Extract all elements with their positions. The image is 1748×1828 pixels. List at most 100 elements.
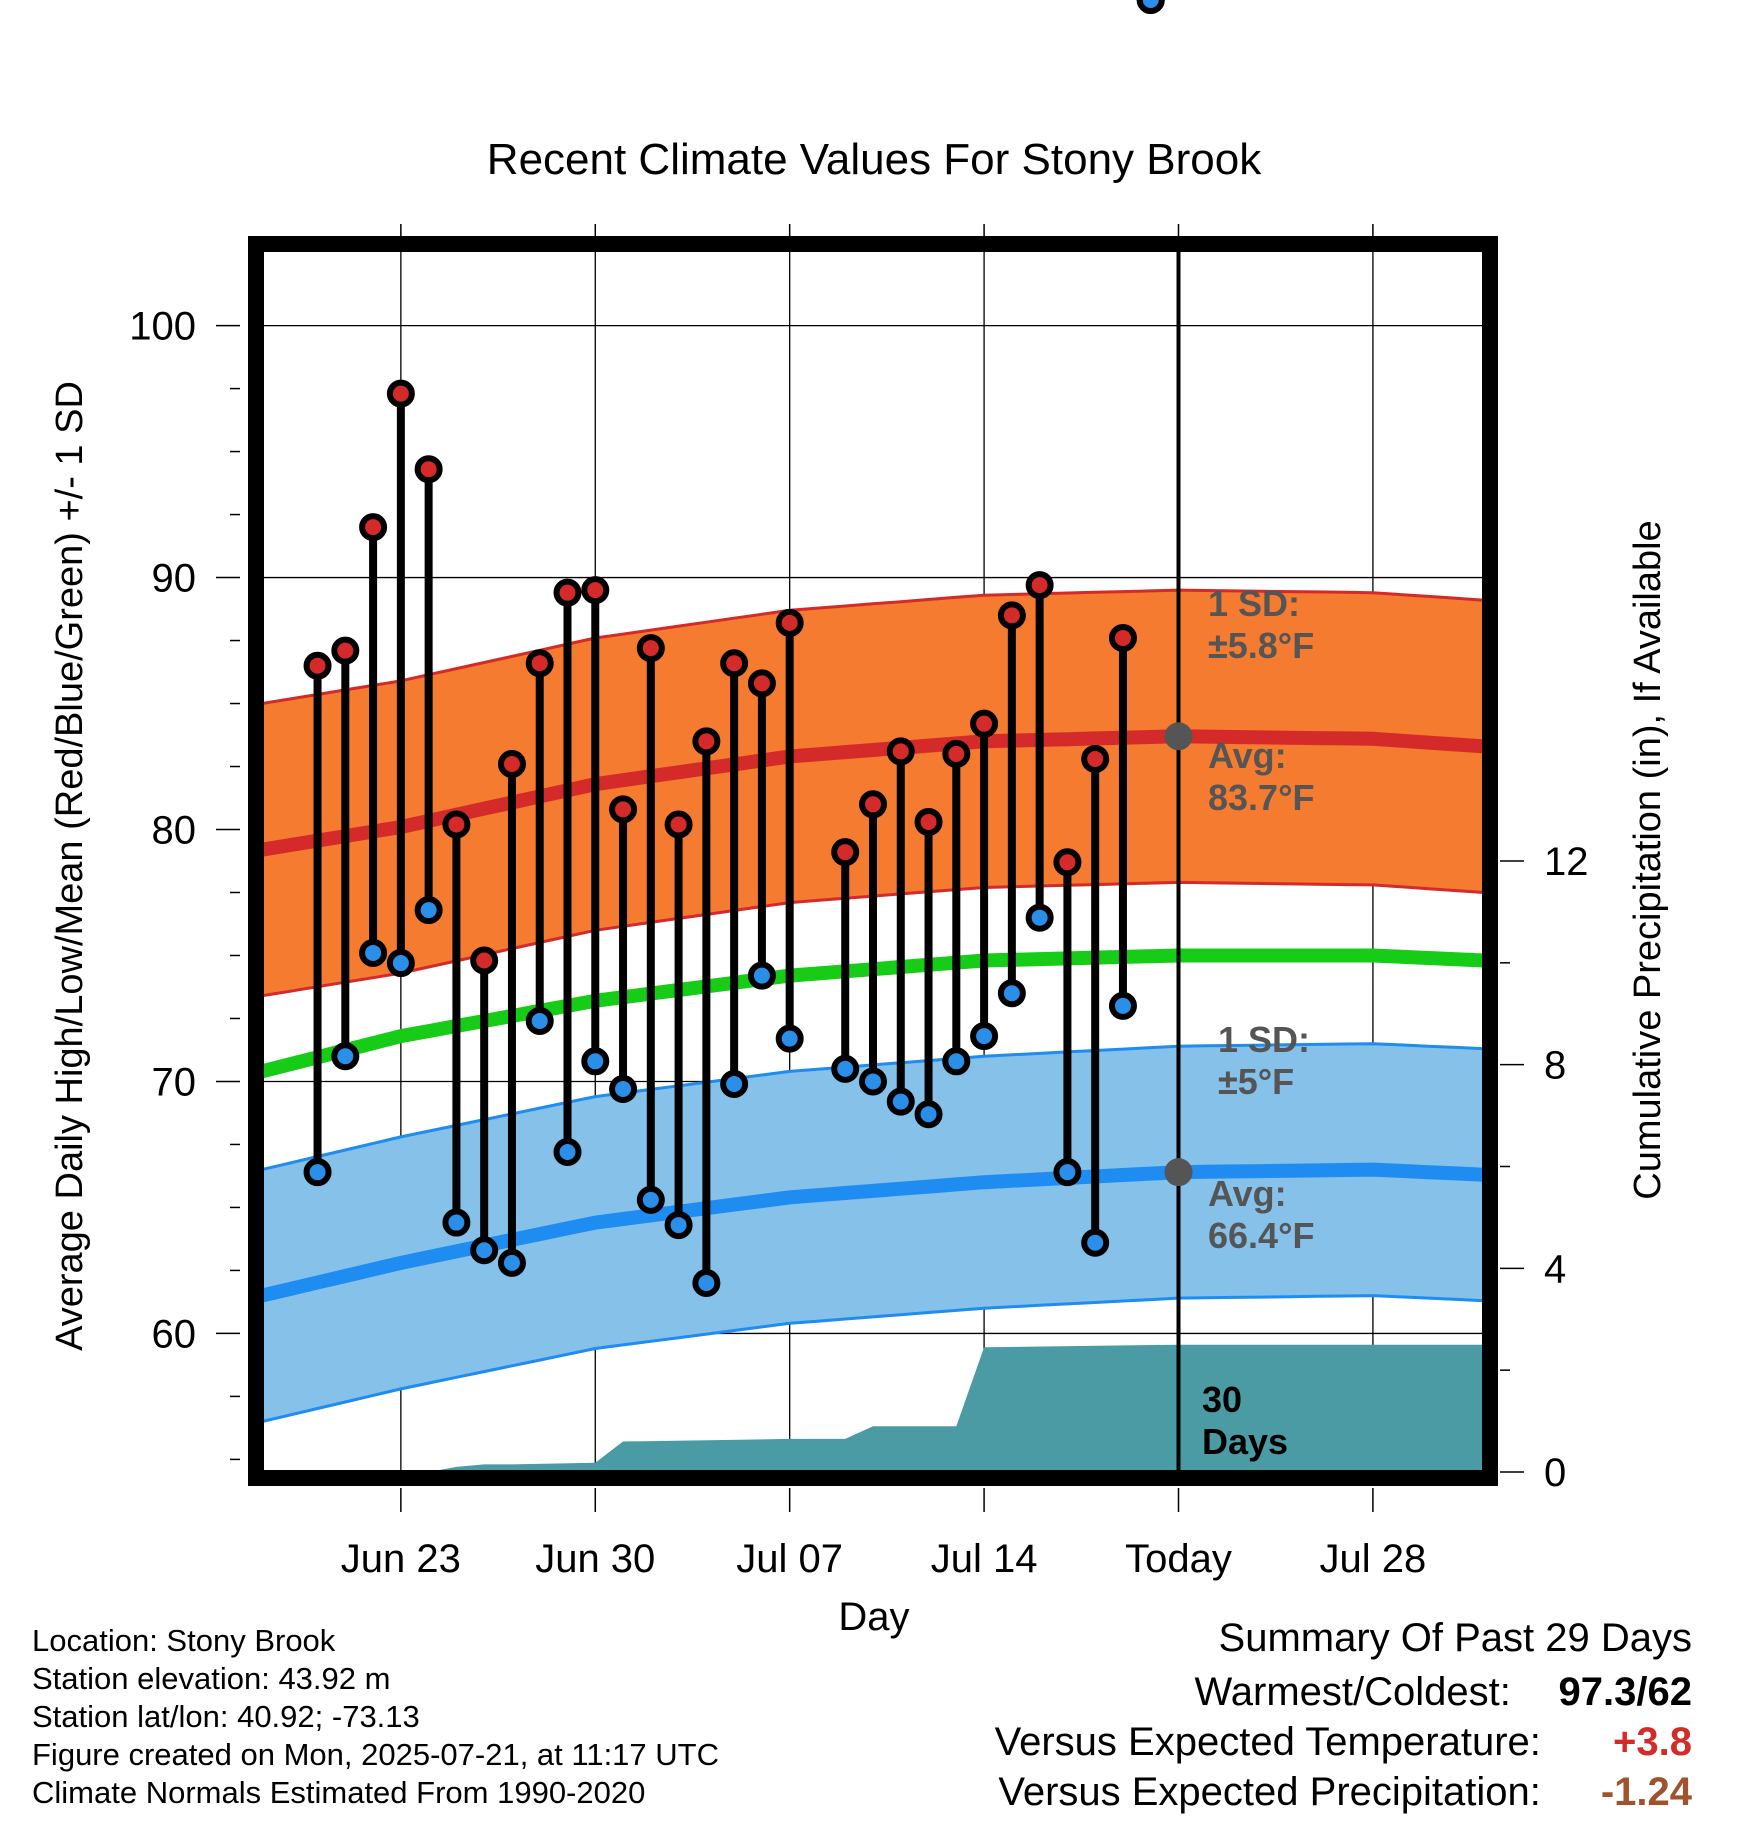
- daily-high-point: [664, 810, 693, 839]
- daily-low-point: [442, 1208, 471, 1237]
- daily-low-point: [1081, 1228, 1110, 1257]
- daily-low-point: [1136, 0, 1165, 14]
- daily-range: [747, 669, 776, 990]
- daily-range: [1025, 571, 1054, 932]
- data-markers: [303, 0, 1193, 1298]
- y2-tick-label: 0: [1544, 1451, 1566, 1495]
- daily-high-point: [1053, 848, 1082, 877]
- precip-days-number: 30: [1202, 1379, 1242, 1420]
- daily-high-point: [609, 795, 638, 824]
- daily-low-point: [1025, 903, 1054, 932]
- warmest-coldest-label: Warmest/Coldest:: [1194, 1670, 1511, 1714]
- daily-high-point: [1081, 744, 1110, 773]
- y-tick-label: 60: [152, 1312, 197, 1356]
- daily-range: [720, 649, 749, 1098]
- daily-low-point: [553, 1138, 582, 1167]
- daily-range: [525, 649, 554, 1035]
- low-sd-value: ±5°F: [1218, 1061, 1294, 1102]
- x-tick-label: Jun 30: [535, 1537, 655, 1581]
- x-tick-label: Today: [1125, 1537, 1232, 1581]
- chart-title: Recent Climate Values For Stony Brook: [487, 135, 1262, 184]
- daily-range: [359, 513, 388, 967]
- y-tick-label: 80: [152, 809, 197, 853]
- daily-low-point: [581, 1047, 610, 1076]
- daily-high-point: [914, 807, 943, 836]
- daily-high-point: [525, 649, 554, 678]
- daily-low-point: [997, 979, 1026, 1008]
- daily-range: [497, 749, 526, 1277]
- daily-range: [331, 636, 360, 1071]
- daily-high-point: [386, 379, 415, 408]
- plot-border: [248, 236, 1498, 1486]
- daily-range: [831, 838, 860, 1083]
- low-avg-label: Avg:: [1208, 1173, 1287, 1214]
- normal-low-line: [262, 1162, 1484, 1303]
- daily-low-point: [497, 1248, 526, 1277]
- y-axis-label: Average Daily High/Low/Mean (Red/Blue/Gr…: [49, 381, 91, 1351]
- high-sd-upper-line: [262, 588, 1484, 705]
- daily-high-point: [775, 608, 804, 637]
- x-tick-label: Jul 14: [931, 1537, 1038, 1581]
- x-tick-label: Jul 28: [1320, 1537, 1427, 1581]
- daily-high-point: [886, 737, 915, 766]
- daily-high-point: [1108, 624, 1137, 653]
- daily-range: [636, 634, 665, 1214]
- daily-range: [970, 709, 999, 1051]
- y-tick-label: 100: [129, 305, 196, 349]
- daily-low-point: [1108, 991, 1137, 1020]
- daily-high-point: [1025, 571, 1054, 600]
- high-sd-value: ±5.8°F: [1208, 625, 1314, 666]
- daily-low-point: [831, 1054, 860, 1083]
- daily-range: [997, 601, 1026, 1008]
- precip-days-label: Days: [1202, 1421, 1288, 1462]
- high-avg-value: 83.7°F: [1208, 777, 1314, 818]
- daily-range: [1053, 848, 1082, 1187]
- daily-high-point: [581, 576, 610, 605]
- footer-info: Location: Stony Brook Station elevation:…: [32, 1622, 719, 1812]
- daily-high-point: [331, 636, 360, 665]
- x-axis-label: Day: [838, 1595, 909, 1639]
- daily-low-point: [664, 1211, 693, 1240]
- daily-high-point: [414, 455, 443, 484]
- daily-low-point: [692, 1269, 721, 1298]
- daily-high-point: [747, 669, 776, 698]
- daily-low-point: [775, 1024, 804, 1053]
- temp-anomaly-label: Versus Expected Temperature:: [994, 1720, 1541, 1764]
- daily-low-point: [470, 1236, 499, 1265]
- daily-low-point: [331, 1042, 360, 1071]
- daily-range: [775, 608, 804, 1053]
- daily-high-point: [442, 810, 471, 839]
- daily-high-point: [692, 727, 721, 756]
- daily-low-point: [747, 961, 776, 990]
- y-tick-label: 70: [152, 1060, 197, 1104]
- daily-low-point: [609, 1075, 638, 1104]
- daily-range: [414, 455, 443, 925]
- daily-low-point: [942, 1047, 971, 1076]
- plot-frame: [248, 236, 1498, 1486]
- normal-high-line: [262, 729, 1484, 857]
- y2-tick-label: 4: [1544, 1247, 1566, 1291]
- daily-range: [303, 651, 332, 1187]
- precip-anomaly-value: -1.24: [1600, 1770, 1692, 1814]
- daily-high-point: [470, 946, 499, 975]
- daily-low-point: [414, 896, 443, 925]
- daily-high-point: [831, 838, 860, 867]
- daily-range: [581, 576, 610, 1076]
- daily-range: [664, 810, 693, 1240]
- high-avg-label: Avg:: [1208, 735, 1287, 776]
- low-avg-value: 66.4°F: [1208, 1215, 1314, 1256]
- daily-high-point: [859, 790, 887, 819]
- footer-elevation: Station elevation: 43.92 m: [32, 1661, 391, 1696]
- summary-temperature: Versus Expected Temperature: +3.8: [995, 1720, 1692, 1765]
- daily-range: [553, 578, 582, 1167]
- daily-range: [692, 727, 721, 1298]
- daily-low-point: [303, 1158, 332, 1187]
- temp-anomaly-value: +3.8: [1613, 1720, 1692, 1764]
- low-sd-label: 1 SD:: [1218, 1019, 1310, 1060]
- daily-range: [914, 807, 943, 1129]
- daily-range: [1108, 624, 1137, 1020]
- daily-low-point: [970, 1022, 999, 1051]
- daily-range: [386, 379, 415, 978]
- high-sd-label: 1 SD:: [1208, 583, 1300, 624]
